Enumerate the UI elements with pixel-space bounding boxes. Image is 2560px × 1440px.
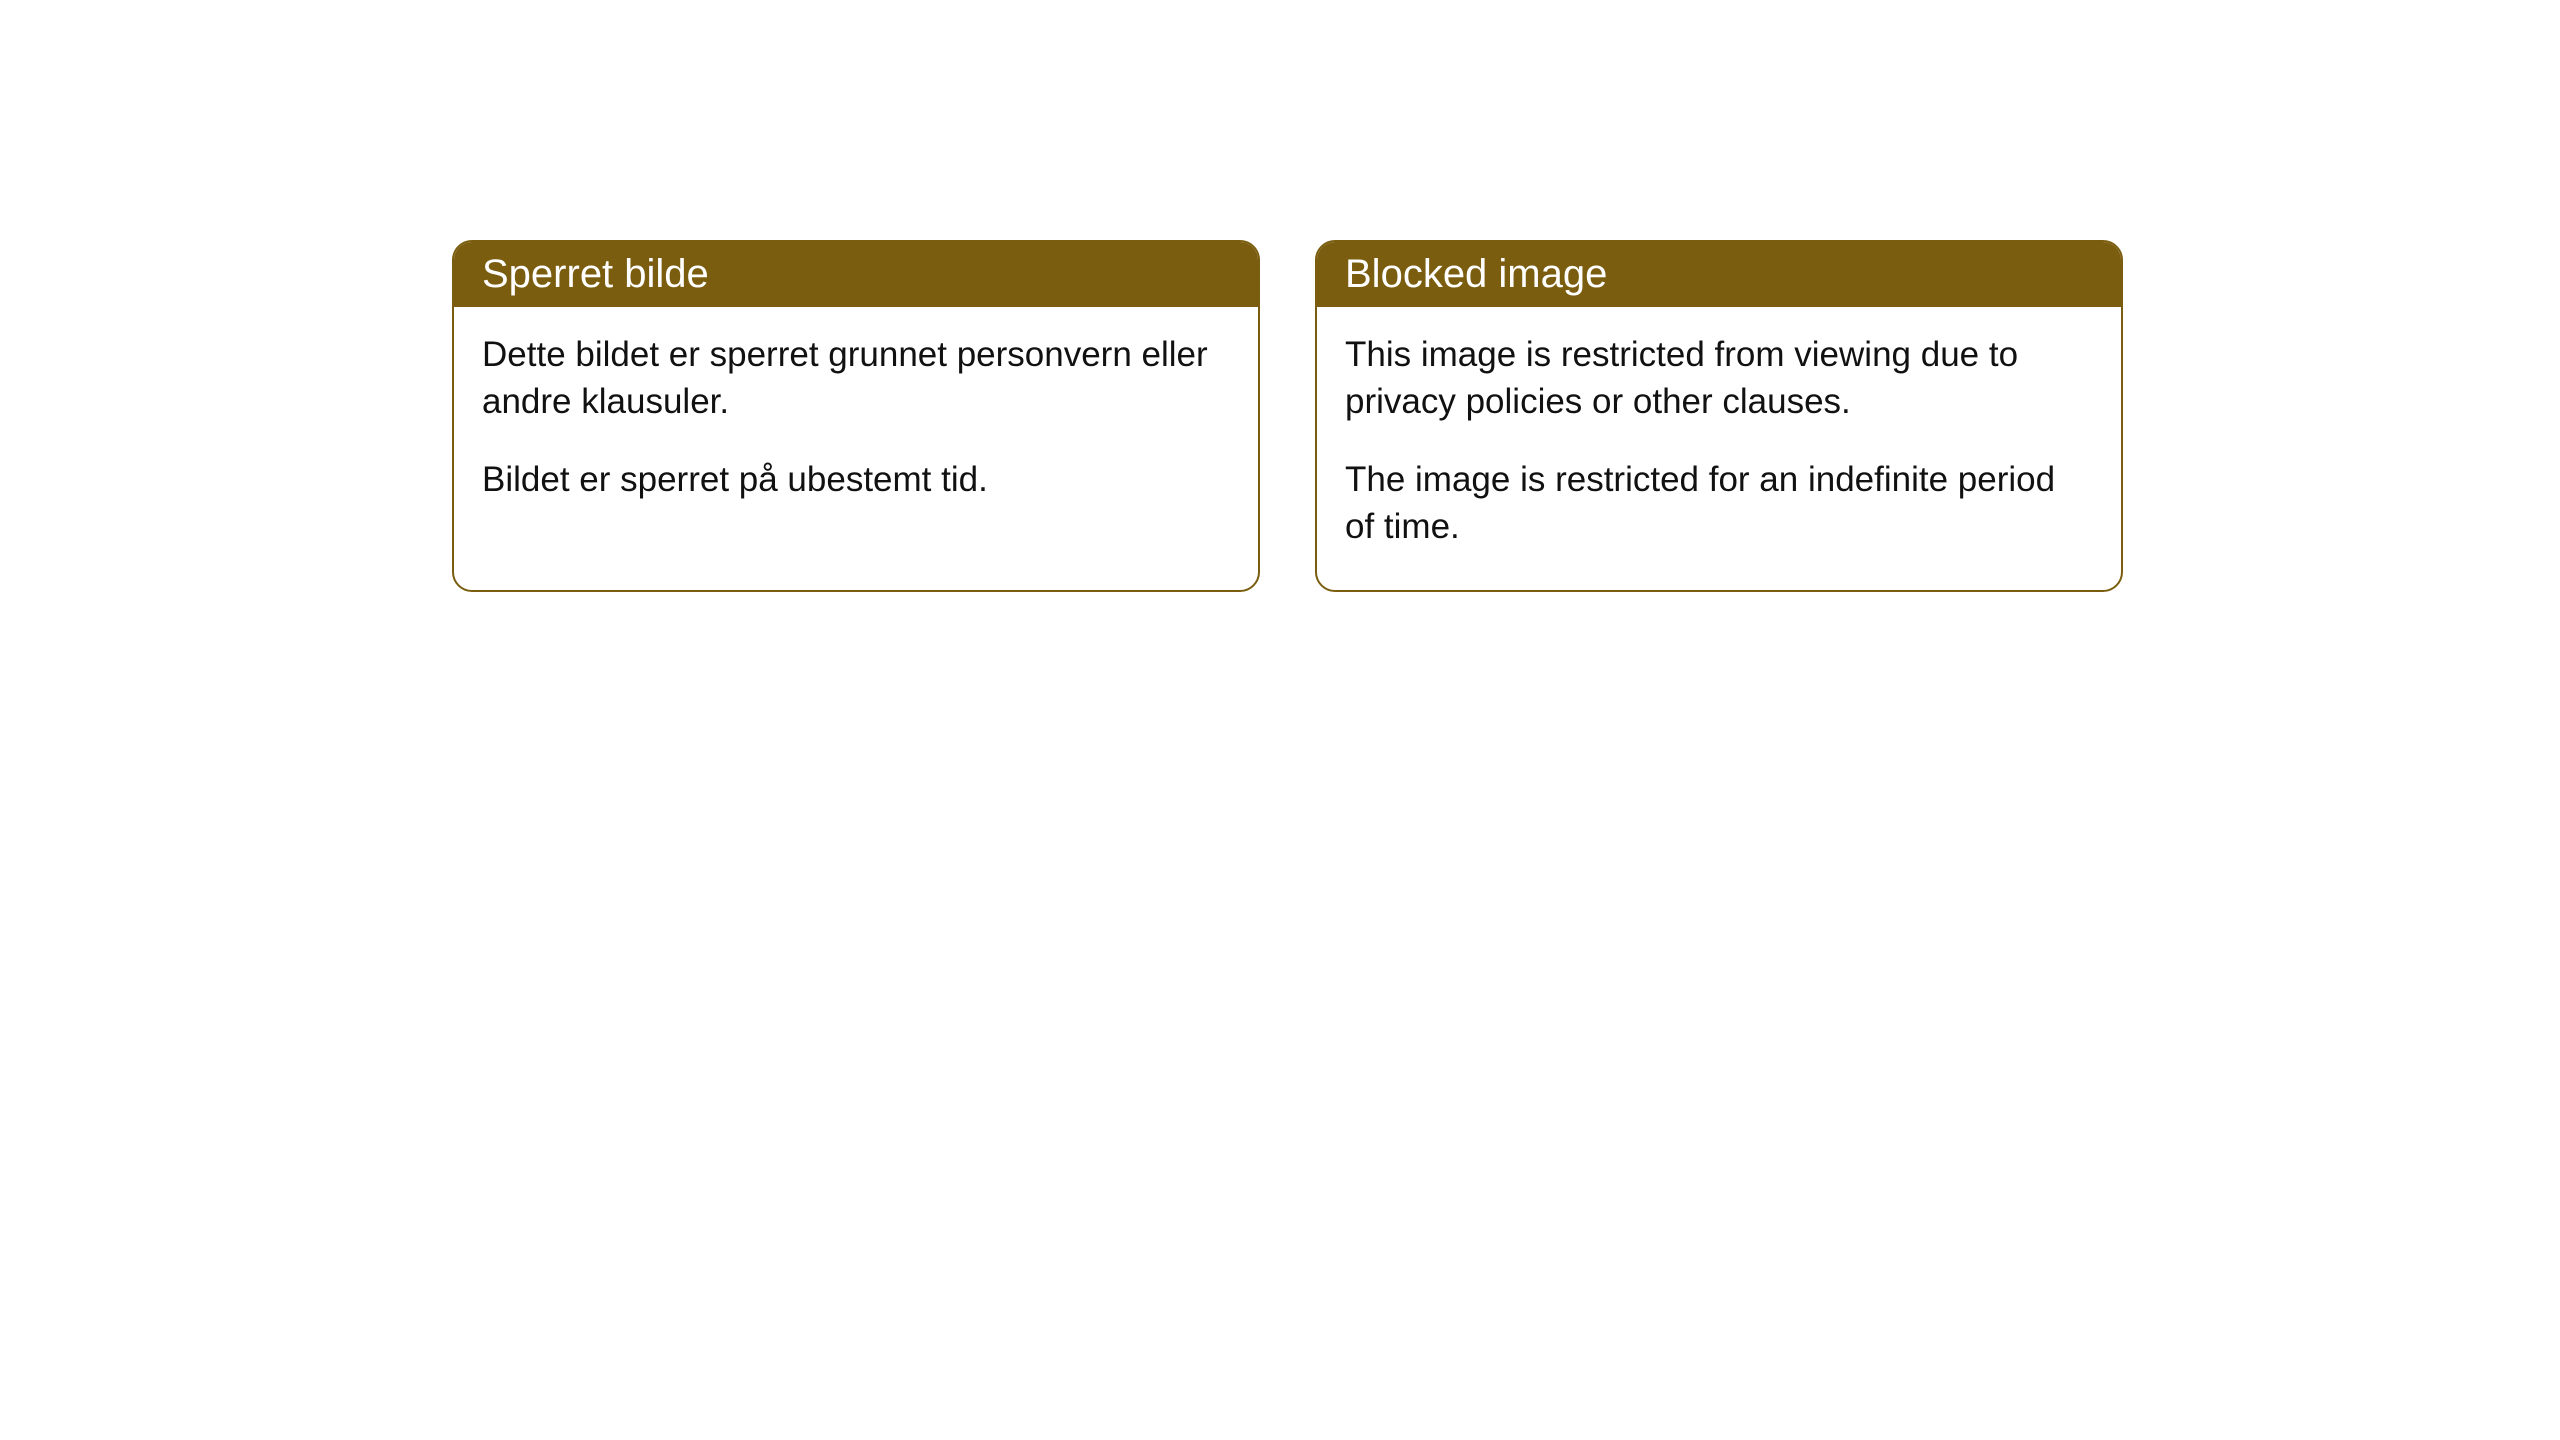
card-body: Dette bildet er sperret grunnet personve…: [454, 307, 1258, 543]
notice-cards-container: Sperret bilde Dette bildet er sperret gr…: [452, 240, 2123, 592]
card-body: This image is restricted from viewing du…: [1317, 307, 2121, 590]
card-title: Blocked image: [1345, 252, 1607, 296]
card-title: Sperret bilde: [482, 252, 709, 296]
card-paragraph: Bildet er sperret på ubestemt tid.: [482, 456, 1230, 503]
card-paragraph: The image is restricted for an indefinit…: [1345, 456, 2093, 551]
card-header: Blocked image: [1317, 242, 2121, 307]
notice-card-english: Blocked image This image is restricted f…: [1315, 240, 2123, 592]
card-paragraph: Dette bildet er sperret grunnet personve…: [482, 331, 1230, 426]
card-header: Sperret bilde: [454, 242, 1258, 307]
notice-card-norwegian: Sperret bilde Dette bildet er sperret gr…: [452, 240, 1260, 592]
card-paragraph: This image is restricted from viewing du…: [1345, 331, 2093, 426]
